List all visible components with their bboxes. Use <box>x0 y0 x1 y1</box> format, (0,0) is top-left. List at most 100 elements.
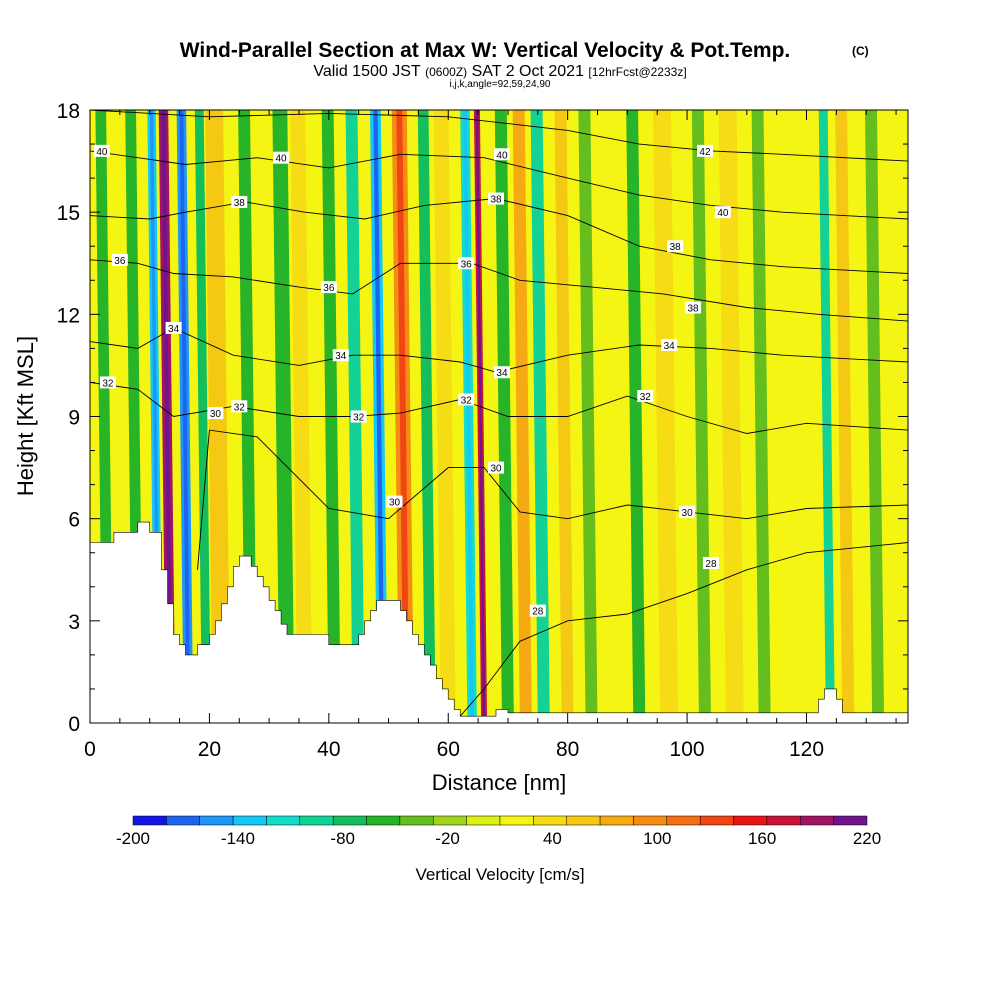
contour-label-text: 28 <box>705 559 717 570</box>
theta-contour-28 <box>459 542 908 717</box>
w-band-27 <box>718 110 744 723</box>
contour-label-text: 38 <box>234 198 246 209</box>
x-tick-label: 60 <box>437 738 460 761</box>
w-band-28 <box>751 110 771 723</box>
contour-label-bg <box>458 393 475 406</box>
theta-contour-42 <box>90 110 908 162</box>
subtitle-utc: (0600Z) <box>425 65 467 79</box>
contour-label: 40 <box>493 148 510 161</box>
colorbar-title: Vertical Velocity [cm/s] <box>415 865 584 884</box>
contour-label-text: 32 <box>102 378 114 389</box>
colorbar-swatch <box>800 815 834 826</box>
contour-label: 32 <box>458 393 475 406</box>
contour-label-text: 40 <box>717 208 729 219</box>
contour-label: 34 <box>493 366 510 379</box>
contour-label-text: 36 <box>461 259 473 270</box>
w-band-core-4 <box>179 110 191 723</box>
colorbar-swatch <box>232 815 267 826</box>
w-band-core-12 <box>373 110 385 723</box>
w-band-32 <box>865 110 885 723</box>
contour-label: 30 <box>207 407 224 420</box>
contour-label-text: 40 <box>96 147 108 158</box>
y-tick-label: 15 <box>57 202 80 225</box>
contour-label-text: 42 <box>699 147 711 158</box>
contour-label: 40 <box>273 151 290 165</box>
contour-label-bg <box>493 148 510 161</box>
x-tick-label: 100 <box>670 738 705 761</box>
y-tick-label: 9 <box>68 407 80 430</box>
contour-label-text: 38 <box>670 242 682 253</box>
contour-label-text: 32 <box>640 392 652 403</box>
w-band-core-3 <box>161 110 173 723</box>
w-band-18 <box>494 110 514 723</box>
theta-contour-labels: 40 40 40 42 40 38 38 38 38 36 36 36 34 34 34 34 32 32 32 32… <box>93 144 731 618</box>
colorbar-tick-label: 100 <box>643 829 671 848</box>
plot-area: 40 40 40 42 40 38 38 38 38 36 36 36 34 34 34 34 32 32 32 32… <box>90 110 908 723</box>
contour-label-text: 34 <box>496 368 508 379</box>
w-band-5 <box>194 110 211 723</box>
y-tick-label: 3 <box>68 611 80 634</box>
contour-label-bg <box>667 240 684 253</box>
colorbar-tick-label: -80 <box>330 829 355 848</box>
colorbar: -200 -140 -80 -20 40 100 160 220 <box>116 815 881 848</box>
contour-label-bg <box>332 349 349 362</box>
y-tick-label: 12 <box>57 304 80 327</box>
w-band-22 <box>578 110 598 723</box>
x-tick-label: 20 <box>198 738 221 761</box>
contour-label: 34 <box>332 349 349 362</box>
colorbar-swatch <box>199 815 234 826</box>
chart-params-line: i,j,k,angle=92,59,24,90 <box>450 79 551 90</box>
chart-title-mark: (C) <box>852 44 869 58</box>
contour-label-text: 30 <box>389 498 401 509</box>
contour-label-bg <box>696 144 713 157</box>
colorbar-swatch <box>833 815 868 826</box>
w-band-31 <box>835 110 855 723</box>
colorbar-swatch <box>266 815 301 826</box>
x-tick-label: 0 <box>84 738 96 761</box>
contour-label-bg <box>702 556 719 569</box>
colorbar-swatch <box>366 815 401 826</box>
contour-label-bg <box>320 281 337 294</box>
w-band-29 <box>781 110 801 723</box>
contour-label-text: 40 <box>276 154 288 165</box>
contour-label-bg <box>350 410 367 423</box>
contour-label-text: 30 <box>490 464 502 475</box>
w-band-core-13 <box>396 110 410 723</box>
contour-label-bg <box>99 376 116 389</box>
x-axis: 0 20 40 60 80 100 120 <box>84 110 897 761</box>
contour-label-bg <box>93 144 110 157</box>
contour-label-bg <box>111 253 128 266</box>
contour-label: 42 <box>696 144 713 158</box>
w-band-24 <box>626 110 646 723</box>
contour-label-bg <box>165 321 182 334</box>
contour-label-bg <box>458 257 475 270</box>
contour-label-text: 30 <box>682 508 694 519</box>
y-tick-label: 0 <box>68 713 80 736</box>
y-tick-label: 6 <box>68 509 80 532</box>
colorbar-swatch <box>666 815 701 826</box>
colorbar-swatch <box>533 815 568 826</box>
contour-label: 36 <box>111 253 128 267</box>
contour-label-bg <box>488 461 505 474</box>
contour-label-bg <box>714 206 731 219</box>
contour-label: 34 <box>165 321 182 335</box>
contour-label-bg <box>488 192 505 205</box>
colorbar-swatch <box>599 815 634 826</box>
contour-label-text: 40 <box>496 150 508 161</box>
contour-label: 40 <box>714 206 731 219</box>
contour-label: 32 <box>231 400 248 413</box>
contour-label-bg <box>273 151 290 164</box>
contour-label-text: 36 <box>323 283 335 294</box>
contour-label: 32 <box>637 390 654 403</box>
colorbar-swatch <box>399 815 434 826</box>
contour-label-text: 28 <box>532 607 544 618</box>
x-tick-label: 80 <box>556 738 579 761</box>
contour-label: 30 <box>488 461 505 475</box>
contour-label: 32 <box>350 410 367 424</box>
contour-label-bg <box>207 407 224 420</box>
terrain-mask <box>90 521 908 723</box>
contour-label-bg <box>386 495 403 508</box>
colorbar-tick-label: 160 <box>748 829 776 848</box>
colorbar-swatch <box>766 815 801 826</box>
